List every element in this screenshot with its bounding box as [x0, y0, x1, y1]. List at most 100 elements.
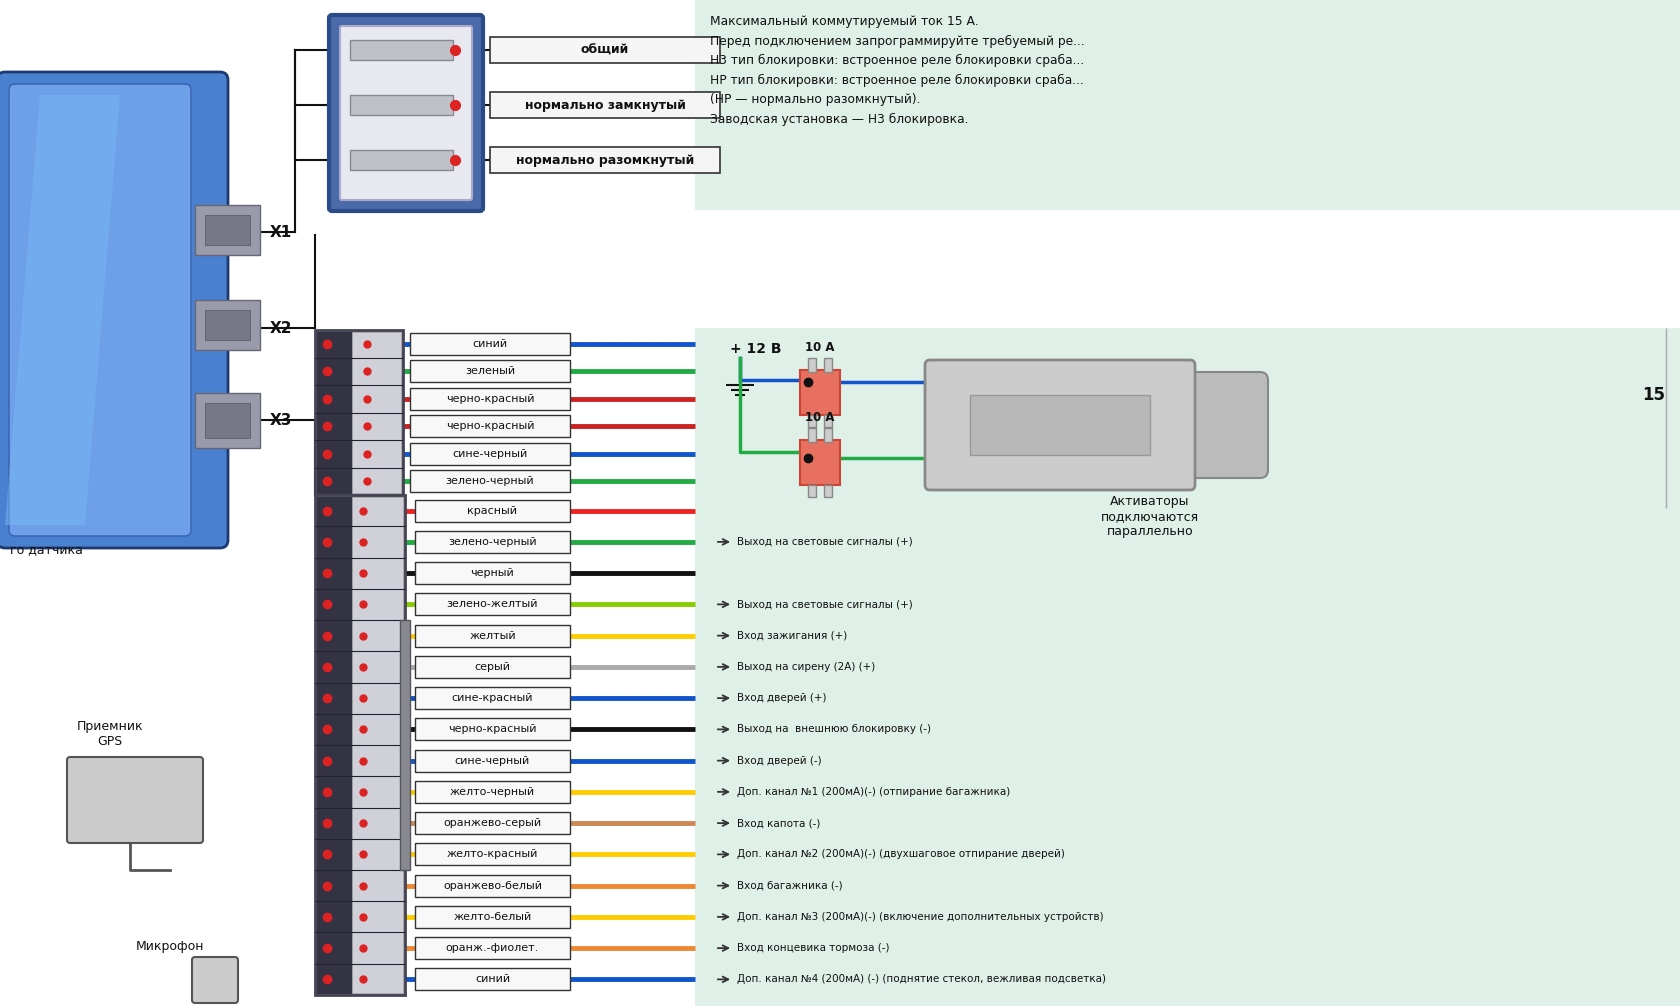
Bar — [808, 485, 815, 497]
Bar — [694, 0, 1680, 210]
Text: сине-черный: сине-черный — [455, 756, 529, 766]
Bar — [410, 470, 570, 492]
Text: синий: синий — [475, 975, 509, 985]
Text: Микрофон: Микрофон — [136, 940, 205, 953]
Bar — [410, 333, 570, 355]
Bar — [318, 497, 351, 993]
Bar — [415, 562, 570, 584]
Bar — [823, 415, 832, 427]
Bar — [415, 656, 570, 678]
Text: желто-белый: желто-белый — [454, 911, 531, 921]
Bar — [314, 495, 405, 995]
Text: X3: X3 — [270, 412, 292, 428]
Text: сине-красный: сине-красный — [452, 693, 533, 703]
Text: нормально замкнутый: нормально замкнутый — [524, 99, 685, 112]
FancyBboxPatch shape — [67, 757, 203, 843]
Bar — [195, 205, 260, 255]
Text: красный: красный — [467, 506, 517, 516]
Bar — [415, 812, 570, 834]
Bar — [410, 360, 570, 382]
Bar — [415, 625, 570, 647]
Bar — [489, 92, 719, 118]
Bar — [800, 440, 840, 485]
FancyBboxPatch shape — [329, 15, 482, 211]
Text: Вход капота (-): Вход капота (-) — [736, 818, 820, 828]
Bar — [351, 332, 402, 493]
Text: X1: X1 — [270, 224, 292, 239]
Text: Активаторы
подключаются
параллельно: Активаторы подключаются параллельно — [1100, 495, 1198, 538]
Bar — [694, 490, 1680, 1006]
Text: Вход дверей (-): Вход дверей (-) — [736, 756, 822, 766]
Text: Максимальный коммутируемый ток 15 А.
Перед подключением запрограммируйте требуем: Максимальный коммутируемый ток 15 А. Пер… — [709, 15, 1084, 126]
FancyBboxPatch shape — [339, 26, 472, 200]
Bar — [195, 300, 260, 350]
Text: оранж.-фиолет.: оранж.-фиолет. — [445, 943, 539, 953]
Text: Доп. канал №4 (200мА) (-) (поднятие стекол, вежливая подсветка): Доп. канал №4 (200мА) (-) (поднятие стек… — [736, 975, 1105, 985]
Text: Вход зажигания (+): Вход зажигания (+) — [736, 631, 847, 641]
Bar — [694, 328, 1680, 508]
Bar — [195, 393, 260, 448]
Text: Вход концевика тормоза (-): Вход концевика тормоза (-) — [736, 943, 889, 953]
Text: желтый: желтый — [469, 631, 516, 641]
Bar — [808, 428, 815, 442]
Text: оранжево-серый: оранжево-серый — [444, 818, 541, 828]
Text: Приемник
GPS: Приемник GPS — [77, 720, 143, 748]
FancyBboxPatch shape — [192, 957, 239, 1003]
Text: черно-красный: черно-красный — [445, 393, 534, 403]
Bar — [410, 443, 570, 465]
Text: 10 А: 10 А — [805, 411, 835, 424]
Text: Вход багажника (-): Вход багажника (-) — [736, 880, 842, 890]
Text: желто-красный: желто-красный — [447, 849, 538, 859]
Bar — [415, 781, 570, 803]
Bar — [415, 500, 570, 522]
FancyBboxPatch shape — [924, 360, 1194, 490]
Bar — [205, 215, 250, 245]
Bar — [415, 938, 570, 959]
Text: синий: синий — [472, 339, 507, 349]
Text: Доп. канал №1 (200мА)(-) (отпирание багажника): Доп. канал №1 (200мА)(-) (отпирание бага… — [736, 787, 1010, 797]
Text: зелено-черный: зелено-черный — [449, 537, 536, 547]
Text: черно-красный: черно-красный — [449, 724, 536, 734]
Bar — [800, 370, 840, 415]
Text: оранжево-белый: оранжево-белый — [444, 880, 541, 890]
Bar — [489, 147, 719, 173]
Bar — [314, 330, 403, 495]
Bar — [349, 95, 452, 115]
Bar — [349, 150, 452, 170]
Bar — [410, 387, 570, 409]
Bar — [415, 718, 570, 740]
Text: 15: 15 — [1641, 386, 1663, 404]
Bar — [823, 428, 832, 442]
Text: Доп. канал №3 (200мА)(-) (включение дополнительных устройств): Доп. канал №3 (200мА)(-) (включение допо… — [736, 911, 1104, 921]
Text: Доп. канал №2 (200мА)(-) (двухшаговое отпирание дверей): Доп. канал №2 (200мА)(-) (двухшаговое от… — [736, 849, 1063, 859]
Text: го датчика: го датчика — [10, 543, 82, 556]
FancyBboxPatch shape — [0, 72, 228, 548]
Text: Выход на  внешнюю блокировку (-): Выход на внешнюю блокировку (-) — [736, 724, 931, 734]
Text: Выход на сирену (2А) (+): Выход на сирену (2А) (+) — [736, 662, 875, 672]
Text: черно-красный: черно-красный — [445, 422, 534, 432]
Bar — [808, 415, 815, 427]
Bar — [415, 687, 570, 709]
FancyBboxPatch shape — [8, 83, 192, 536]
Text: черный: черный — [470, 568, 514, 578]
Text: зелено-черный: зелено-черный — [445, 476, 534, 486]
Bar — [823, 358, 832, 372]
Bar — [823, 485, 832, 497]
Bar — [415, 843, 570, 865]
Bar — [969, 395, 1149, 455]
Bar — [410, 415, 570, 438]
Bar — [400, 620, 410, 870]
Bar — [415, 531, 570, 553]
Bar — [205, 403, 250, 438]
Text: + 12 В: + 12 В — [729, 342, 781, 356]
Bar — [489, 37, 719, 63]
Bar — [318, 332, 351, 493]
Bar — [415, 905, 570, 928]
Text: зеленый: зеленый — [465, 366, 514, 376]
Text: зелено-желтый: зелено-желтый — [447, 600, 538, 610]
Text: Вход дверей (+): Вход дверей (+) — [736, 693, 827, 703]
Bar — [349, 40, 452, 60]
Text: сине-черный: сине-черный — [452, 449, 528, 459]
Bar — [415, 594, 570, 616]
Text: Выход на световые сигналы (+): Выход на световые сигналы (+) — [736, 537, 912, 547]
